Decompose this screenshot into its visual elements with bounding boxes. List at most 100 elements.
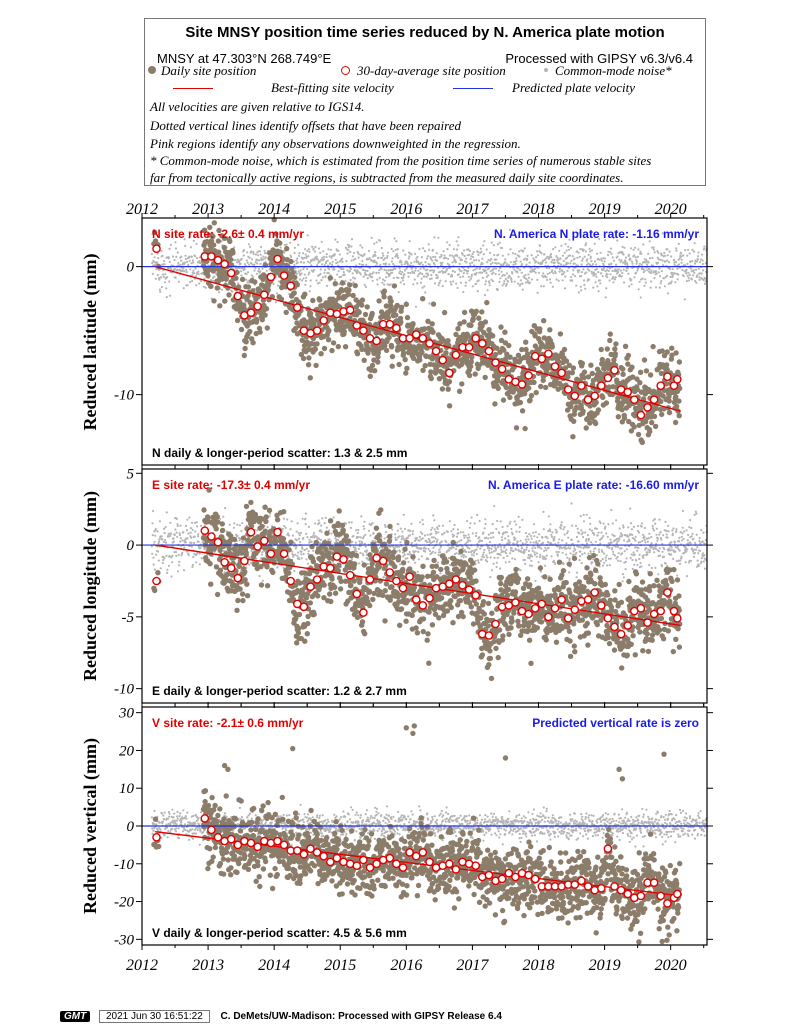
common-mode-point xyxy=(668,250,671,253)
common-mode-point xyxy=(352,535,355,538)
common-mode-point xyxy=(491,569,494,572)
common-mode-point xyxy=(290,255,293,259)
common-mode-point xyxy=(362,263,365,266)
common-mode-point xyxy=(682,254,685,257)
common-mode-point xyxy=(152,260,155,263)
common-mode-point xyxy=(285,243,288,246)
common-mode-point xyxy=(428,277,432,280)
common-mode-point xyxy=(516,271,519,274)
common-mode-point xyxy=(489,263,492,266)
average-point xyxy=(385,319,395,329)
common-mode-point xyxy=(185,529,189,532)
daily-point xyxy=(621,415,628,421)
common-mode-point xyxy=(553,261,556,264)
common-mode-point xyxy=(457,236,460,239)
common-mode-point xyxy=(361,259,364,263)
legend-daily-label: Daily site position xyxy=(161,63,257,78)
common-mode-point xyxy=(701,262,705,266)
common-mode-point xyxy=(177,280,181,283)
daily-point xyxy=(228,256,234,263)
common-mode-point xyxy=(186,284,189,287)
common-mode-point xyxy=(702,269,705,272)
daily-point xyxy=(495,385,501,391)
common-mode-point xyxy=(523,558,526,562)
common-mode-point xyxy=(289,241,292,244)
common-mode-point xyxy=(156,530,159,533)
common-mode-point xyxy=(608,267,612,270)
common-mode-point xyxy=(191,279,194,283)
average-point xyxy=(537,354,547,364)
common-mode-point xyxy=(413,260,416,263)
common-mode-point xyxy=(260,553,263,556)
common-mode-point xyxy=(637,248,640,251)
common-mode-point xyxy=(350,259,353,262)
common-mode-point xyxy=(504,561,507,564)
common-mode-point xyxy=(436,561,440,564)
common-mode-point xyxy=(296,257,299,260)
daily-point xyxy=(347,282,353,288)
common-mode-point xyxy=(525,263,528,266)
common-mode-point xyxy=(475,552,478,556)
daily-point xyxy=(314,341,320,347)
common-mode-point xyxy=(298,537,301,540)
daily-point xyxy=(674,403,680,409)
common-mode-point xyxy=(185,524,188,528)
common-mode-point xyxy=(643,269,646,272)
common-mode-point xyxy=(547,231,550,234)
common-mode-point xyxy=(188,259,191,262)
common-mode-point xyxy=(650,280,653,283)
common-mode-point xyxy=(167,564,170,567)
common-mode-point xyxy=(428,263,431,266)
common-mode-point xyxy=(331,263,334,266)
common-mode-point xyxy=(595,263,598,266)
common-mode-point xyxy=(433,236,436,239)
common-mode-point xyxy=(686,262,689,265)
common-mode-point xyxy=(532,257,535,260)
common-mode-point xyxy=(377,256,380,260)
common-mode-point xyxy=(316,282,319,285)
common-mode-point xyxy=(165,287,168,290)
common-mode-point xyxy=(444,280,447,283)
common-mode-point xyxy=(476,545,479,548)
common-mode-point xyxy=(496,243,500,246)
common-mode-point xyxy=(561,254,565,257)
common-mode-point xyxy=(396,248,399,251)
common-mode-point xyxy=(561,270,564,273)
common-mode-point xyxy=(509,261,512,264)
common-mode-point xyxy=(594,281,597,284)
common-mode-point xyxy=(375,271,378,274)
common-mode-point xyxy=(395,240,398,243)
average-point xyxy=(477,339,487,348)
daily-point xyxy=(369,310,375,317)
common-mode-point xyxy=(188,280,192,284)
common-mode-point xyxy=(418,247,421,250)
common-mode-point xyxy=(565,256,569,259)
common-mode-point xyxy=(182,569,186,572)
common-mode-point xyxy=(563,271,566,274)
common-mode-point xyxy=(484,280,487,283)
common-mode-point xyxy=(591,263,595,266)
daily-point xyxy=(445,386,451,392)
common-mode-point xyxy=(276,284,280,287)
common-mode-point xyxy=(446,530,449,534)
common-mode-point xyxy=(583,255,586,258)
common-mode-point xyxy=(452,256,455,259)
common-mode-point xyxy=(579,275,583,278)
common-mode-point xyxy=(363,283,366,286)
common-mode-point xyxy=(492,271,495,274)
common-mode-point xyxy=(438,281,441,284)
common-mode-point xyxy=(559,257,562,260)
common-mode-point xyxy=(466,269,470,273)
common-mode-point xyxy=(170,575,173,578)
common-mode-point xyxy=(319,272,322,276)
common-mode-point xyxy=(424,550,427,553)
common-mode-point xyxy=(176,524,179,528)
common-mode-point xyxy=(468,279,471,282)
common-mode-point xyxy=(375,262,379,265)
common-mode-point xyxy=(174,528,177,531)
common-mode-point xyxy=(169,532,172,535)
common-mode-point xyxy=(523,548,526,552)
common-mode-point xyxy=(583,283,586,287)
common-mode-point xyxy=(519,569,522,572)
daily-point xyxy=(247,328,253,335)
